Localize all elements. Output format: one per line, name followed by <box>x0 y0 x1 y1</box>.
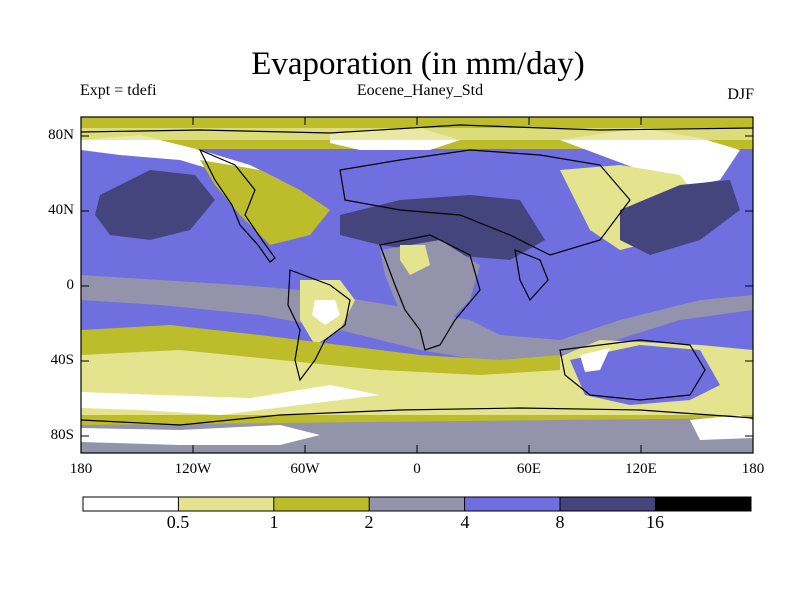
field-antarctic-white <box>81 425 320 445</box>
field-aus-blue <box>570 345 720 405</box>
lat-label-80n: 80N <box>48 127 74 143</box>
coastlines <box>81 124 753 426</box>
colorbar-label-8: 8 <box>555 512 565 532</box>
colorbar-bin-7 <box>655 497 751 511</box>
colorbar-label-2: 2 <box>364 512 374 532</box>
coast-africa <box>379 234 481 351</box>
coast-eurasia <box>339 149 631 256</box>
axis-ticks <box>81 117 753 453</box>
lon-label-180w: 180 <box>69 461 93 477</box>
colorbar-label-16: 16 <box>646 512 664 532</box>
field-aus-white <box>580 348 610 372</box>
coast-north-america <box>198 148 276 263</box>
lon-label-120e: 120E <box>625 461 657 477</box>
field-sa-white <box>312 300 340 325</box>
field-south-white <box>81 385 380 415</box>
field-npac-dkblue <box>95 170 215 240</box>
lon-label-60e: 60E <box>516 461 542 477</box>
experiment-label: Expt = tdefi <box>80 82 157 99</box>
lat-label-40n: 40N <box>48 202 74 218</box>
field-north-white-3 <box>560 128 740 190</box>
colorbar-label-1: 1 <box>269 512 279 532</box>
map-title: Evaporation (in mm/day) <box>251 46 585 82</box>
field-antarctic-white-east <box>690 415 753 440</box>
field-south-olive-2 <box>81 415 753 425</box>
coast-north-rim <box>81 124 753 134</box>
field-wpac-dkblue <box>620 180 740 255</box>
colorbar-label-0-5: 0.5 <box>166 512 190 532</box>
colorbar-frame <box>82 496 752 512</box>
colorbar-bin-5 <box>464 497 560 511</box>
lon-label-0: 0 <box>413 461 421 477</box>
field-na-olive <box>200 160 330 245</box>
colorbar-bin-3 <box>273 497 370 511</box>
run-name-label: Eocene_Haney_Std <box>356 82 484 99</box>
field-tethys-dkblue <box>340 195 545 260</box>
colorbar <box>82 496 752 512</box>
colorbar-bin-4 <box>369 497 465 511</box>
lat-label-0: 0 <box>66 277 75 293</box>
coast-south-america <box>287 269 351 382</box>
coast-india <box>514 249 549 302</box>
lon-label-120w: 120W <box>174 461 212 477</box>
lon-label-180e: 180 <box>741 461 765 477</box>
field-africa-yellow <box>400 245 430 275</box>
lon-label-60w: 60W <box>290 461 320 477</box>
colorbar-bin-1 <box>83 497 179 511</box>
season-label: DJF <box>727 86 754 103</box>
coast-antarctica <box>81 407 753 426</box>
colorbar-label-4: 4 <box>460 512 470 532</box>
lat-label-80s: 80S <box>50 427 74 443</box>
colorbar-bin-6 <box>560 497 656 511</box>
lat-label-40s: 40S <box>50 352 74 368</box>
colorbar-bin-2 <box>178 497 274 511</box>
map-field <box>81 117 753 453</box>
field-north-white-1 <box>81 135 280 195</box>
coast-australia <box>559 339 706 401</box>
